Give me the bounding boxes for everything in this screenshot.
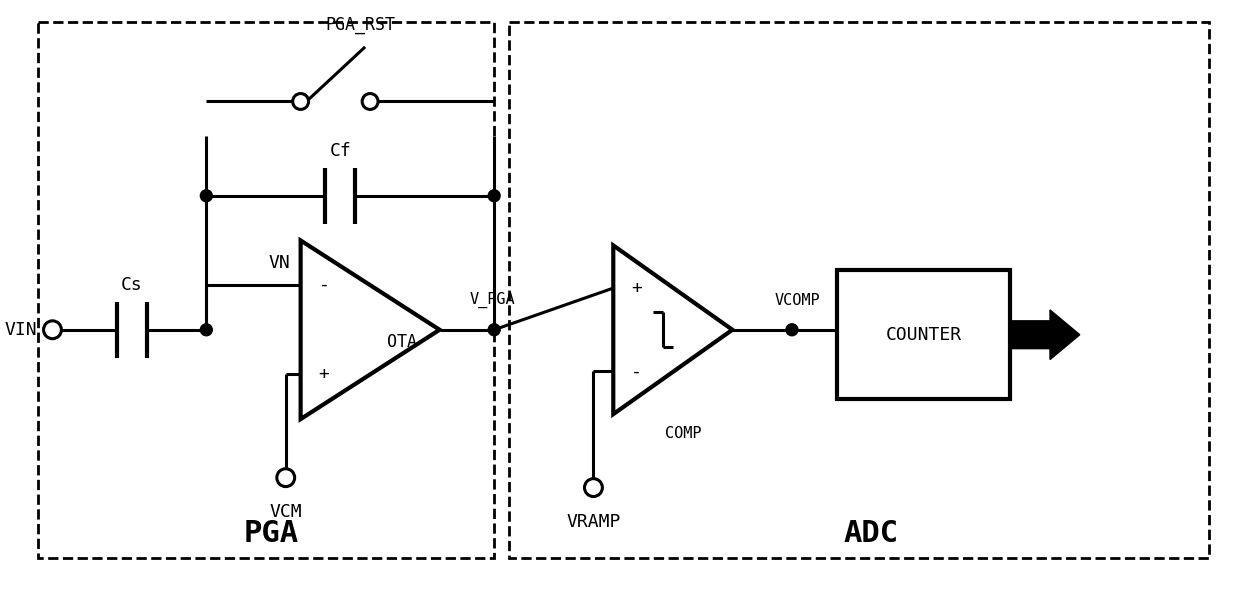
Text: +: +	[318, 365, 330, 383]
Text: VIN: VIN	[5, 321, 37, 339]
Text: COMP: COMP	[664, 426, 701, 441]
Text: PGA: PGA	[243, 518, 299, 548]
Text: Cf: Cf	[330, 142, 351, 160]
Circle shape	[585, 478, 602, 496]
Text: VN: VN	[269, 254, 291, 272]
FancyArrow shape	[1010, 310, 1080, 359]
Circle shape	[362, 93, 378, 109]
Text: V_PGA: V_PGA	[470, 292, 515, 308]
Circle shape	[43, 321, 62, 338]
Circle shape	[488, 190, 501, 202]
Text: ADC: ADC	[844, 518, 900, 548]
Bar	[836, 270, 1010, 399]
Text: PGA_RST: PGA_RST	[325, 16, 395, 34]
Circle shape	[488, 324, 501, 335]
Circle shape	[276, 469, 295, 487]
Text: -: -	[318, 276, 330, 294]
Circle shape	[201, 324, 212, 335]
Circle shape	[201, 190, 212, 202]
Text: OTA: OTA	[387, 332, 418, 350]
Text: -: -	[631, 362, 642, 380]
Text: Cs: Cs	[121, 276, 142, 294]
Circle shape	[292, 93, 309, 109]
Circle shape	[786, 324, 798, 335]
Text: +: +	[631, 279, 642, 297]
Text: VCM: VCM	[269, 504, 302, 521]
Text: VRAMP: VRAMP	[566, 514, 621, 532]
Text: COUNTER: COUNTER	[886, 326, 961, 344]
Text: VCOMP: VCOMP	[774, 293, 820, 308]
